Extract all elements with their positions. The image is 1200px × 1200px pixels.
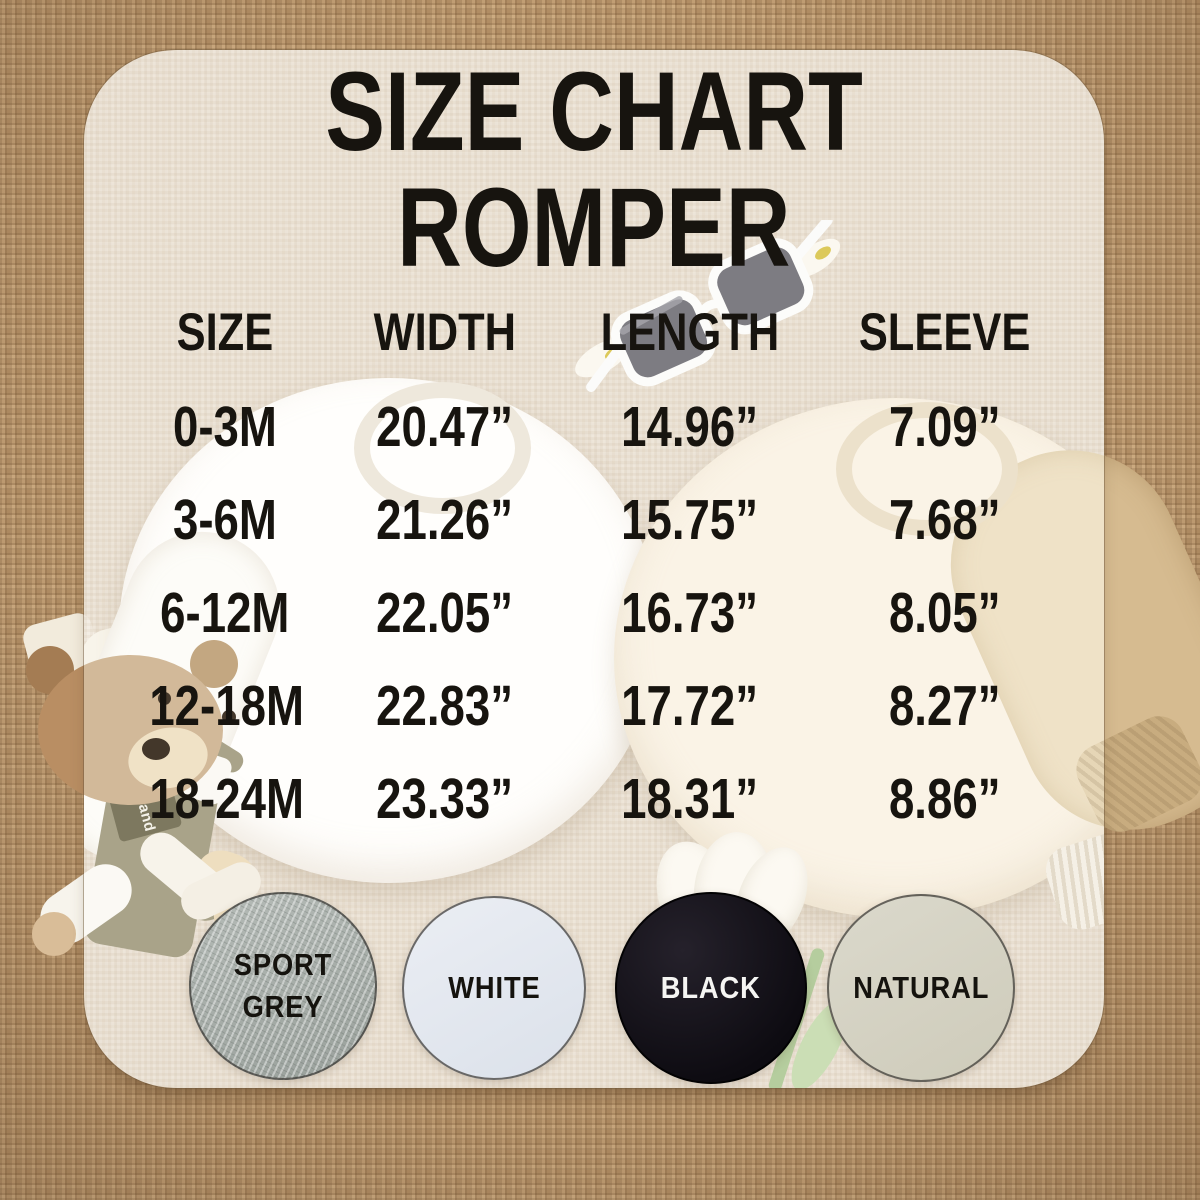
- cell-length: 17.72”: [621, 673, 759, 738]
- cell-width: 20.47”: [376, 394, 514, 459]
- size-table: 0-3M 20.47” 14.96” 7.09” 3-6M 21.26” 15.…: [130, 380, 1080, 845]
- table-row: 12-18M 22.83” 17.72” 8.27”: [130, 659, 1080, 752]
- page-title: SIZE CHART ROMPER: [84, 54, 1104, 286]
- teddy-bear-photo-washed: brand: [84, 640, 288, 980]
- cell-length: 15.75”: [621, 487, 759, 552]
- cell-length: 16.73”: [621, 580, 759, 645]
- swatch-white: WHITE: [402, 896, 586, 1080]
- cell-width: 21.26”: [376, 487, 514, 552]
- title-line-2: ROMPER: [397, 165, 791, 290]
- cell-sleeve: 8.05”: [889, 580, 1001, 645]
- column-header-sleeve: SLEEVE: [859, 303, 1031, 362]
- swatch-label: WHITE: [447, 970, 541, 1005]
- cell-width: 22.05”: [376, 580, 514, 645]
- cell-width: 23.33”: [376, 766, 514, 831]
- sunglasses-icon: [575, 220, 841, 393]
- bear-nose: [142, 738, 170, 760]
- column-header-width: WIDTH: [373, 303, 517, 362]
- table-row: 3-6M 21.26” 15.75” 7.68”: [130, 473, 1080, 566]
- table-header-row: SIZE WIDTH LENGTH SLEEVE: [130, 303, 1080, 363]
- bear-paw: [32, 912, 76, 956]
- cell-size: 18-24M: [149, 766, 304, 831]
- swatch-black: BLACK: [615, 892, 807, 1084]
- swatch-natural: NATURAL: [827, 894, 1015, 1082]
- table-row: 0-3M 20.47” 14.96” 7.09”: [130, 380, 1080, 473]
- cell-sleeve: 8.27”: [889, 673, 1001, 738]
- cell-sleeve: 7.09”: [889, 394, 1001, 459]
- cell-size: 0-3M: [173, 394, 277, 459]
- cell-size: 6-12M: [160, 580, 290, 645]
- cell-sleeve: 8.86”: [889, 766, 1001, 831]
- column-header-size: SIZE: [176, 303, 274, 362]
- white-romper-collar: [354, 382, 531, 514]
- swatch-label: NATURAL: [853, 970, 989, 1005]
- swatch-label: SPORT GREY: [233, 947, 333, 1024]
- cell-length: 14.96”: [621, 394, 759, 459]
- cell-width: 22.83”: [376, 673, 514, 738]
- bear-eye: [222, 710, 236, 724]
- cell-size: 3-6M: [173, 487, 277, 552]
- swatch-label: BLACK: [661, 970, 761, 1005]
- bear-eye: [158, 692, 171, 705]
- cell-size: 12-18M: [149, 673, 304, 738]
- cell-sleeve: 7.68”: [889, 487, 1001, 552]
- column-header-length: LENGTH: [600, 303, 780, 362]
- table-row: 18-24M 23.33” 18.31” 8.86”: [130, 752, 1080, 845]
- title-line-1: SIZE CHART: [325, 49, 863, 174]
- table-row: 6-12M 22.05” 16.73” 8.05”: [130, 566, 1080, 659]
- swatch-sport-grey: SPORT GREY: [189, 892, 377, 1080]
- cell-length: 18.31”: [621, 766, 759, 831]
